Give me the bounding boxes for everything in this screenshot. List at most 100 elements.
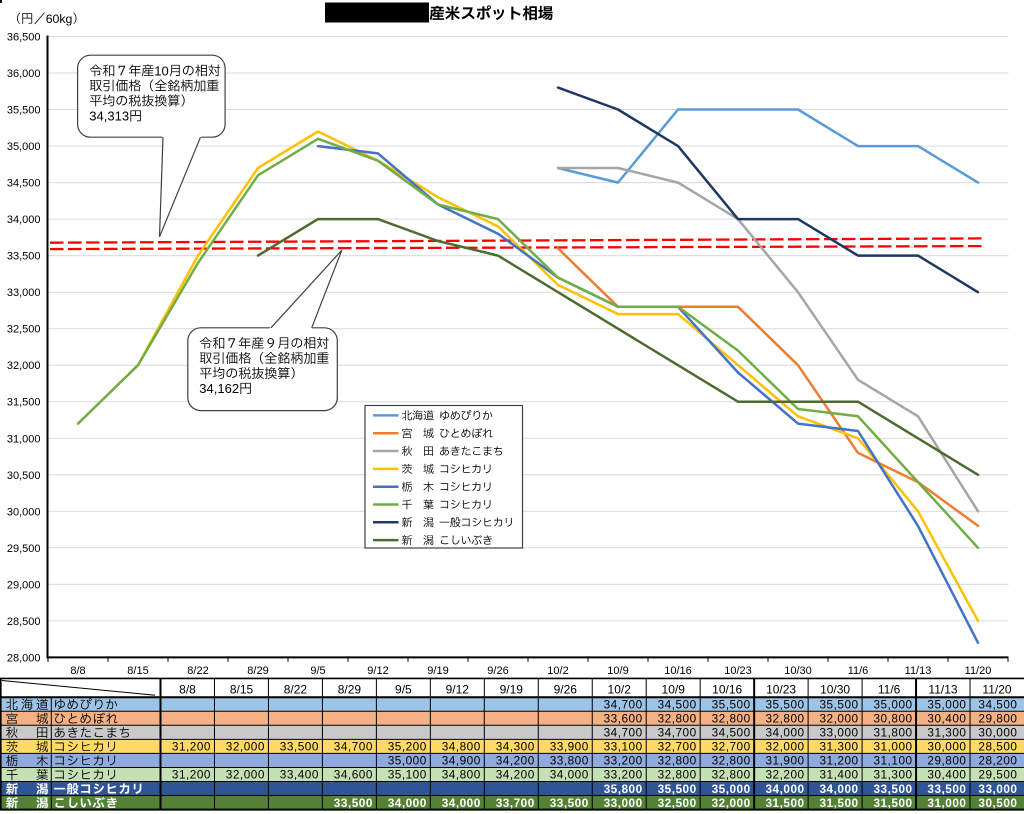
svg-text:34,500: 34,500 [978,698,1017,712]
svg-text:31,000: 31,000 [874,740,913,754]
svg-text:32,200: 32,200 [766,768,805,782]
svg-text:28,000: 28,000 [7,652,41,664]
svg-text:34,000: 34,000 [442,796,481,810]
svg-text:33,500: 33,500 [7,251,41,263]
svg-text:10/2: 10/2 [608,683,632,697]
svg-text:32,700: 32,700 [658,740,697,754]
svg-text:32,800: 32,800 [658,754,697,768]
svg-text:10/30: 10/30 [784,665,812,677]
svg-text:31,300: 31,300 [927,726,966,740]
svg-text:36,000: 36,000 [7,68,41,80]
svg-text:35,000: 35,000 [388,754,427,768]
svg-text:34,900: 34,900 [442,754,481,768]
svg-text:33,200: 33,200 [604,768,643,782]
svg-text:29,500: 29,500 [978,768,1017,782]
svg-text:11/6: 11/6 [848,665,869,677]
svg-text:33,000: 33,000 [7,287,41,299]
svg-text:32,700: 32,700 [712,740,751,754]
svg-text:31,400: 31,400 [820,768,859,782]
svg-text:34,200: 34,200 [496,768,535,782]
svg-text:34,600: 34,600 [334,768,373,782]
svg-text:28,200: 28,200 [978,754,1017,768]
svg-text:29,800: 29,800 [978,712,1017,726]
svg-text:9/26: 9/26 [487,665,508,677]
svg-text:31,000: 31,000 [7,433,41,445]
svg-text:9/5: 9/5 [395,683,412,697]
svg-text:30,000: 30,000 [7,506,41,518]
svg-text:30,000: 30,000 [978,726,1017,740]
svg-text:32,000: 32,000 [7,360,41,372]
svg-text:31,500: 31,500 [766,796,805,810]
svg-text:35,000: 35,000 [7,141,41,153]
svg-text:32,800: 32,800 [658,712,697,726]
svg-text:31,300: 31,300 [874,768,913,782]
svg-text:36,500: 36,500 [7,32,41,44]
svg-text:9/12: 9/12 [367,665,388,677]
svg-text:10/9: 10/9 [607,665,628,677]
svg-text:10: 10 [154,63,168,78]
svg-text:33,000: 33,000 [604,796,643,810]
svg-text:11/20: 11/20 [982,683,1011,697]
svg-text:32,800: 32,800 [766,712,805,726]
svg-text:30,000: 30,000 [927,740,966,754]
svg-text:32,500: 32,500 [658,796,697,810]
svg-text:30,500: 30,500 [978,796,1017,810]
svg-text:31,200: 31,200 [172,740,211,754]
svg-text:34,700: 34,700 [658,726,697,740]
svg-text:34,000: 34,000 [820,782,859,796]
svg-text:33,500: 33,500 [280,740,319,754]
svg-text:31,000: 31,000 [927,796,966,810]
svg-text:28,500: 28,500 [978,740,1017,754]
svg-text:35,100: 35,100 [388,768,427,782]
svg-text:34,000: 34,000 [388,796,427,810]
svg-text:8/29: 8/29 [338,683,362,697]
svg-text:32,000: 32,000 [820,712,859,726]
svg-text:32,000: 32,000 [226,740,265,754]
svg-text:34,500: 34,500 [7,178,41,190]
svg-text:33,000: 33,000 [820,726,859,740]
svg-text:8/8: 8/8 [179,683,196,697]
svg-text:33,500: 33,500 [874,782,913,796]
svg-text:34,500: 34,500 [658,698,697,712]
svg-text:10/9: 10/9 [662,683,686,697]
svg-text:9/19: 9/19 [500,683,524,697]
svg-text:31,200: 31,200 [820,754,859,768]
svg-text:9/26: 9/26 [554,683,578,697]
svg-text:34,000: 34,000 [766,726,805,740]
svg-text:11/20: 11/20 [965,665,992,677]
svg-text:8/22: 8/22 [187,665,208,677]
svg-text:34,800: 34,800 [442,768,481,782]
svg-text:35,000: 35,000 [927,698,966,712]
svg-text:35,500: 35,500 [712,698,751,712]
svg-text:30,800: 30,800 [874,712,913,726]
svg-text:31,800: 31,800 [874,726,913,740]
svg-text:31,100: 31,100 [874,754,913,768]
svg-text:33,100: 33,100 [604,740,643,754]
svg-text:33,700: 33,700 [496,796,535,810]
svg-text:31,200: 31,200 [172,768,211,782]
svg-text:34,200: 34,200 [496,754,535,768]
svg-text:34,300: 34,300 [496,740,535,754]
svg-text:30,500: 30,500 [7,470,41,482]
svg-text:33,500: 33,500 [927,782,966,796]
svg-text:35,000: 35,000 [874,698,913,712]
svg-text:32,800: 32,800 [658,768,697,782]
svg-text:32,500: 32,500 [7,324,41,336]
svg-text:34,000: 34,000 [766,782,805,796]
svg-text:34,313: 34,313 [89,109,129,124]
svg-text:35,500: 35,500 [766,698,805,712]
svg-text:31,500: 31,500 [874,796,913,810]
svg-text:33,000: 33,000 [978,782,1017,796]
svg-text:29,500: 29,500 [7,543,41,555]
svg-text:35,800: 35,800 [604,782,643,796]
svg-text:35,200: 35,200 [388,740,427,754]
svg-text:30,400: 30,400 [927,712,966,726]
svg-text:33,800: 33,800 [550,754,589,768]
svg-text:34,800: 34,800 [442,740,481,754]
svg-text:9/19: 9/19 [427,665,448,677]
svg-text:9/5: 9/5 [310,665,325,677]
svg-text:8/15: 8/15 [230,683,254,697]
svg-text:11/6: 11/6 [878,683,901,697]
svg-text:34,700: 34,700 [334,740,373,754]
svg-text:11/13: 11/13 [928,683,957,697]
